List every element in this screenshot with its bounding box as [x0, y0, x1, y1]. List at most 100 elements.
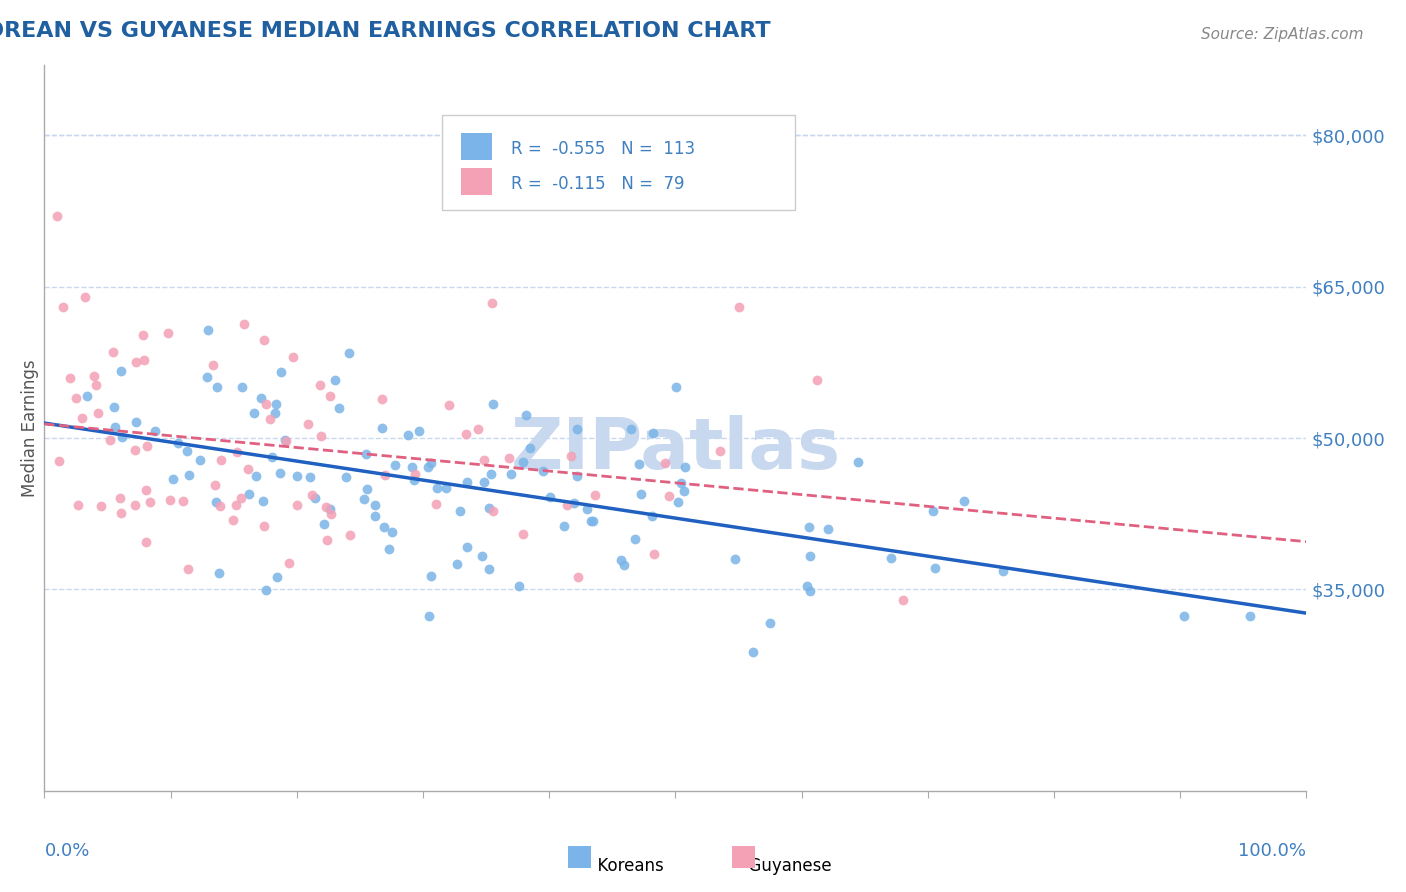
- Point: [308, 378, 330, 392]
- Point: [579, 514, 602, 528]
- Point: [328, 401, 350, 415]
- Point: [177, 562, 200, 576]
- Point: [195, 370, 218, 384]
- Point: [103, 344, 125, 359]
- Point: [538, 490, 561, 504]
- Point: [364, 508, 387, 523]
- Point: [610, 553, 633, 567]
- Point: [264, 406, 287, 420]
- Point: [373, 520, 395, 534]
- Point: [356, 482, 378, 496]
- Point: [384, 458, 406, 472]
- Point: [742, 645, 765, 659]
- Point: [301, 487, 323, 501]
- Point: [208, 566, 231, 580]
- Point: [654, 456, 676, 470]
- Point: [363, 499, 385, 513]
- Point: [285, 498, 308, 512]
- Point: [297, 417, 319, 431]
- Point: [356, 447, 378, 461]
- Point: [125, 415, 148, 429]
- Point: [76, 389, 98, 403]
- Text: R =  -0.115   N =  79: R = -0.115 N = 79: [512, 175, 685, 193]
- Point: [396, 428, 419, 442]
- Point: [481, 397, 503, 411]
- Point: [640, 508, 662, 523]
- Text: 0.0%: 0.0%: [45, 842, 90, 860]
- Point: [641, 426, 664, 441]
- Point: [567, 422, 589, 436]
- Point: [425, 497, 447, 511]
- Point: [222, 513, 245, 527]
- Point: [515, 408, 537, 422]
- Point: [108, 491, 131, 505]
- Point: [796, 579, 818, 593]
- Text: ZIPatlas: ZIPatlas: [510, 416, 841, 484]
- Point: [260, 450, 283, 464]
- Point: [319, 389, 342, 403]
- Point: [276, 434, 298, 448]
- Text: Source: ZipAtlas.com: Source: ZipAtlas.com: [1201, 27, 1364, 42]
- Point: [243, 406, 266, 420]
- Point: [225, 498, 247, 512]
- Point: [846, 455, 869, 469]
- Point: [673, 459, 696, 474]
- FancyBboxPatch shape: [441, 115, 796, 210]
- Point: [103, 400, 125, 414]
- Point: [226, 444, 249, 458]
- Point: [512, 455, 534, 469]
- Point: [176, 444, 198, 458]
- Point: [477, 501, 499, 516]
- Point: [252, 494, 274, 508]
- Point: [52, 300, 75, 314]
- Text: 100.0%: 100.0%: [1239, 842, 1306, 860]
- Point: [197, 323, 219, 337]
- Point: [404, 473, 426, 487]
- Point: [253, 333, 276, 347]
- Point: [250, 391, 273, 405]
- Point: [709, 443, 731, 458]
- Point: [125, 355, 148, 369]
- Point: [205, 379, 228, 393]
- Point: [799, 583, 821, 598]
- Point: [66, 498, 89, 512]
- Point: [728, 301, 751, 315]
- Point: [339, 346, 361, 360]
- Text: Koreans: Koreans: [588, 856, 664, 875]
- Point: [482, 504, 505, 518]
- Point: [481, 467, 503, 481]
- Point: [418, 608, 440, 623]
- Text: KOREAN VS GUYANESE MEDIAN EARNINGS CORRELATION CHART: KOREAN VS GUYANESE MEDIAN EARNINGS CORRE…: [0, 21, 770, 41]
- Point: [658, 489, 681, 503]
- Point: [84, 378, 107, 392]
- Point: [277, 556, 299, 570]
- Point: [472, 475, 495, 489]
- Point: [799, 549, 821, 563]
- Point: [478, 561, 501, 575]
- Point: [991, 565, 1014, 579]
- Point: [456, 426, 478, 441]
- Point: [157, 326, 180, 340]
- Point: [374, 468, 396, 483]
- Point: [562, 496, 585, 510]
- Point: [287, 468, 309, 483]
- Point: [110, 364, 132, 378]
- Point: [666, 495, 689, 509]
- Point: [817, 522, 839, 536]
- Point: [231, 491, 253, 505]
- Point: [481, 295, 503, 310]
- Point: [323, 373, 346, 387]
- Point: [75, 290, 97, 304]
- Point: [312, 516, 335, 531]
- Point: [456, 475, 478, 490]
- Point: [124, 443, 146, 458]
- Point: [1173, 609, 1195, 624]
- Point: [70, 410, 93, 425]
- Point: [205, 495, 228, 509]
- Point: [177, 468, 200, 483]
- Y-axis label: Median Earnings: Median Earnings: [21, 359, 39, 497]
- Point: [48, 454, 70, 468]
- FancyBboxPatch shape: [461, 133, 492, 161]
- Point: [319, 507, 342, 521]
- Point: [83, 369, 105, 384]
